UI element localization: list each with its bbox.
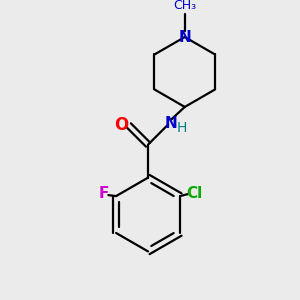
Text: CH₃: CH₃	[173, 0, 196, 12]
Text: O: O	[114, 116, 128, 134]
Text: F: F	[98, 186, 109, 201]
Text: N: N	[178, 29, 191, 44]
Text: Cl: Cl	[187, 186, 203, 201]
Text: N: N	[165, 116, 178, 131]
Text: H: H	[177, 121, 187, 135]
